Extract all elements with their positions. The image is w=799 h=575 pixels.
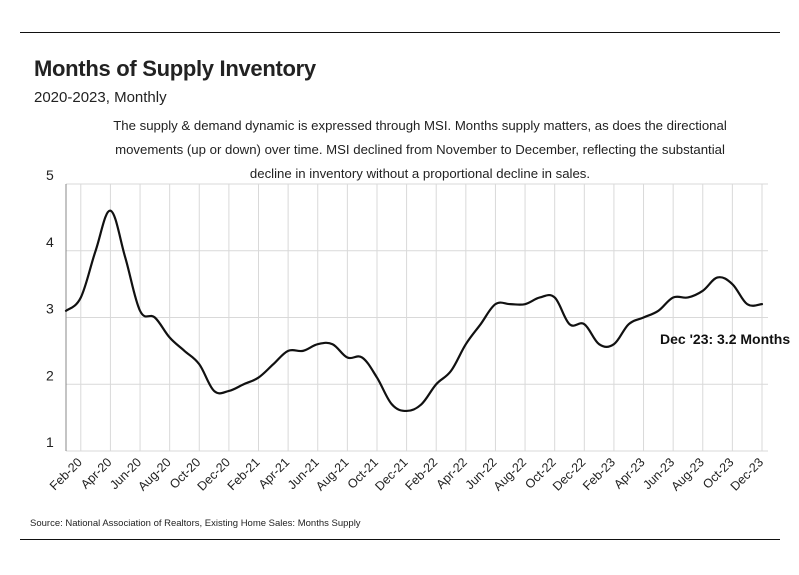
x-tick-label: Aug-20 [135, 455, 173, 493]
x-tick-label: Apr-20 [78, 455, 114, 491]
x-tick-label: Feb-23 [580, 455, 618, 493]
y-tick-label: 1 [46, 434, 54, 450]
x-tick-label: Aug-22 [491, 455, 529, 493]
x-tick-label: Aug-21 [313, 455, 351, 493]
x-tick-label: Dec-22 [550, 455, 588, 493]
x-tick-label: Feb-22 [402, 455, 440, 493]
x-tick-label: Apr-22 [434, 455, 470, 491]
y-tick-label: 5 [46, 167, 54, 183]
x-tick-label: Feb-21 [225, 455, 263, 493]
x-tick-label: Dec-20 [195, 455, 233, 493]
y-tick-label: 4 [46, 234, 54, 250]
grid-lines [65, 183, 768, 452]
y-tick-label: 3 [46, 301, 54, 317]
x-tick-label: Feb-20 [47, 455, 85, 493]
chart-description: The supply & demand dynamic is expressed… [113, 118, 727, 181]
x-axis-ticks: Feb-20Apr-20Jun-20Aug-20Oct-20Dec-20Feb-… [47, 455, 766, 493]
annotation-label: Dec '23: 3.2 Months [660, 331, 790, 347]
x-tick-label: Apr-23 [611, 455, 647, 491]
series-line [64, 209, 764, 413]
top-rule [20, 32, 780, 33]
chart-title: Months of Supply Inventory [34, 56, 316, 81]
y-tick-label: 2 [46, 367, 54, 383]
source-note: Source: National Association of Realtors… [30, 518, 361, 529]
bottom-rule [20, 539, 780, 540]
x-tick-label: Apr-21 [256, 455, 292, 491]
y-axis-ticks: 1 2 3 4 5 [46, 167, 54, 450]
x-tick-label: Aug-23 [668, 455, 706, 493]
x-tick-label: Dec-21 [372, 455, 410, 493]
chart-subtitle: 2020-2023, Monthly [34, 89, 167, 106]
x-tick-label: Dec-23 [728, 455, 766, 493]
